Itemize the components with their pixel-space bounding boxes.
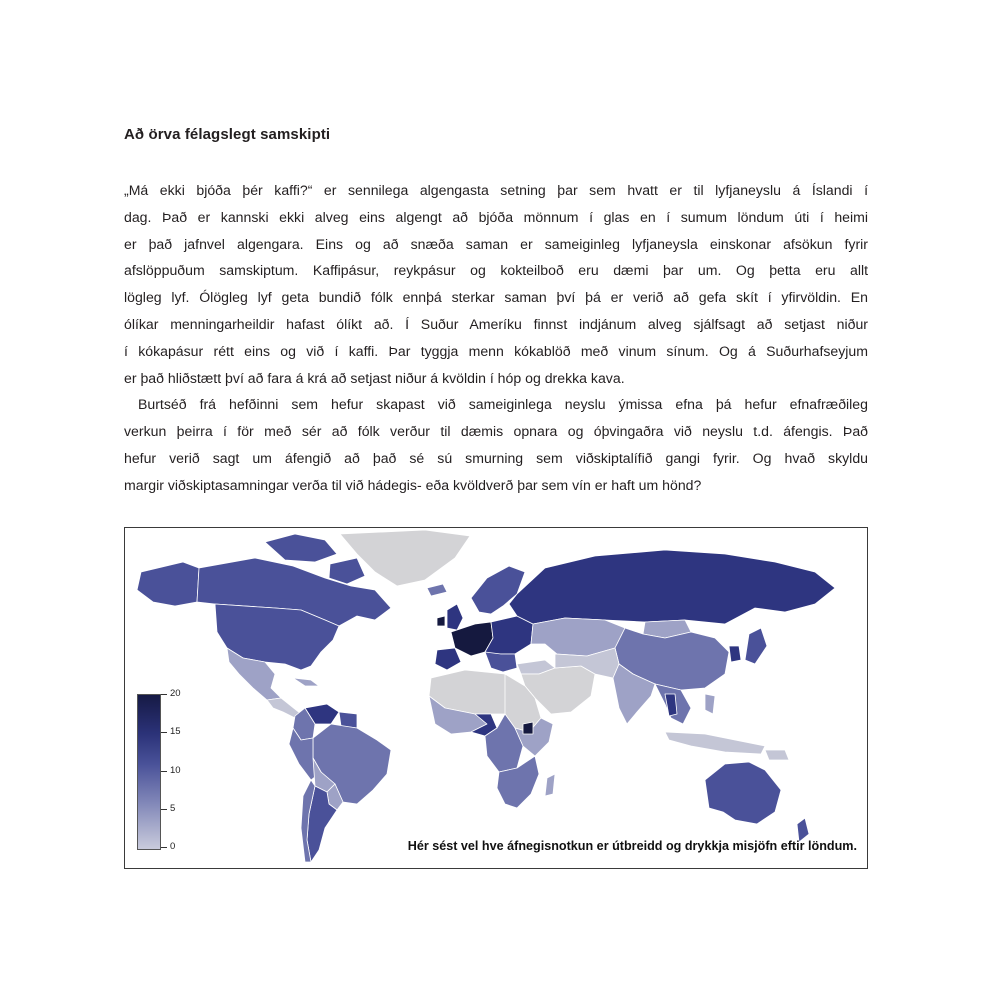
region-arctic-islands xyxy=(328,557,366,585)
region-ireland xyxy=(436,615,446,627)
legend-color-bar xyxy=(137,694,161,850)
paragraph-line: afslöppuðum samskiptum. Kaffipásur, reyk… xyxy=(124,262,868,279)
region-iberia xyxy=(434,647,462,671)
region-uganda xyxy=(522,721,534,735)
legend-tick xyxy=(161,771,167,772)
region-italy-balkans xyxy=(484,651,518,673)
legend-tick xyxy=(161,732,167,733)
paragraph-line: ólíkar menningarheildir hafast ólíkt að.… xyxy=(124,315,868,332)
legend-tick-label: 0 xyxy=(170,841,176,852)
region-australia xyxy=(704,761,782,825)
world-alcohol-map-figure: 20 15 10 5 0 Hér sést vel hve áfnegisnot… xyxy=(124,527,868,869)
legend-tick xyxy=(161,809,167,810)
region-indonesia xyxy=(664,731,766,755)
region-uk xyxy=(446,603,464,631)
figure-caption: Hér sést vel hve áfnegisnotkun er útbrei… xyxy=(407,839,857,853)
legend-tick-label: 5 xyxy=(170,803,176,814)
region-iceland xyxy=(426,583,448,597)
paragraph-line: dag. Það er kannski ekki alveg eins alge… xyxy=(124,208,868,225)
region-korea xyxy=(728,645,742,663)
legend-tick xyxy=(161,694,167,695)
paragraph-line: margir viðskiptasamningar verða til við … xyxy=(124,476,702,493)
paragraph-line: lögleg lyf. Ólögleg lyf geta bundið fólk… xyxy=(124,289,868,306)
legend-tick-label: 15 xyxy=(170,726,181,737)
region-new-zealand xyxy=(796,817,810,843)
legend-tick xyxy=(161,847,167,848)
region-india xyxy=(612,663,656,725)
paragraph-line: er það jafnvel algengara. Eins og að snæ… xyxy=(124,235,868,252)
region-png xyxy=(764,749,790,761)
paragraph-line: í kókapásur rétt eins og við í kaffi. Þa… xyxy=(124,342,868,359)
region-alaska xyxy=(136,561,200,607)
region-japan xyxy=(744,627,768,665)
legend-tick-label: 20 xyxy=(170,688,181,699)
region-caribbean xyxy=(292,677,320,687)
legend-tick-label: 10 xyxy=(170,765,181,776)
region-arctic-islands xyxy=(264,533,338,563)
section-heading: Að örva félagslegt samskipti xyxy=(124,126,331,143)
paragraph-line: verkun þeirra í för með sér að fólk verð… xyxy=(124,423,868,440)
paragraph-line: er það hliðstætt því að fara á krá að se… xyxy=(124,369,625,386)
region-philippines xyxy=(704,693,716,715)
world-map xyxy=(136,529,836,863)
color-legend: 20 15 10 5 0 xyxy=(137,689,197,854)
region-southern-africa xyxy=(496,755,540,809)
region-madagascar xyxy=(544,773,556,797)
paragraph-line: „Má ekki bjóða þér kaffi?“ er sennilega … xyxy=(124,182,868,198)
region-chile xyxy=(300,779,316,863)
region-greenland xyxy=(339,529,471,587)
paragraph-line: Burtséð frá hefðinni sem hefur skapast v… xyxy=(138,396,868,413)
paragraph-line: hefur verið sagt um áfengið að það sé sú… xyxy=(124,449,868,466)
region-russia xyxy=(508,549,836,625)
body-text: „Má ekki bjóða þér kaffi?“ er sennilega … xyxy=(124,177,868,499)
region-thailand xyxy=(664,693,678,717)
